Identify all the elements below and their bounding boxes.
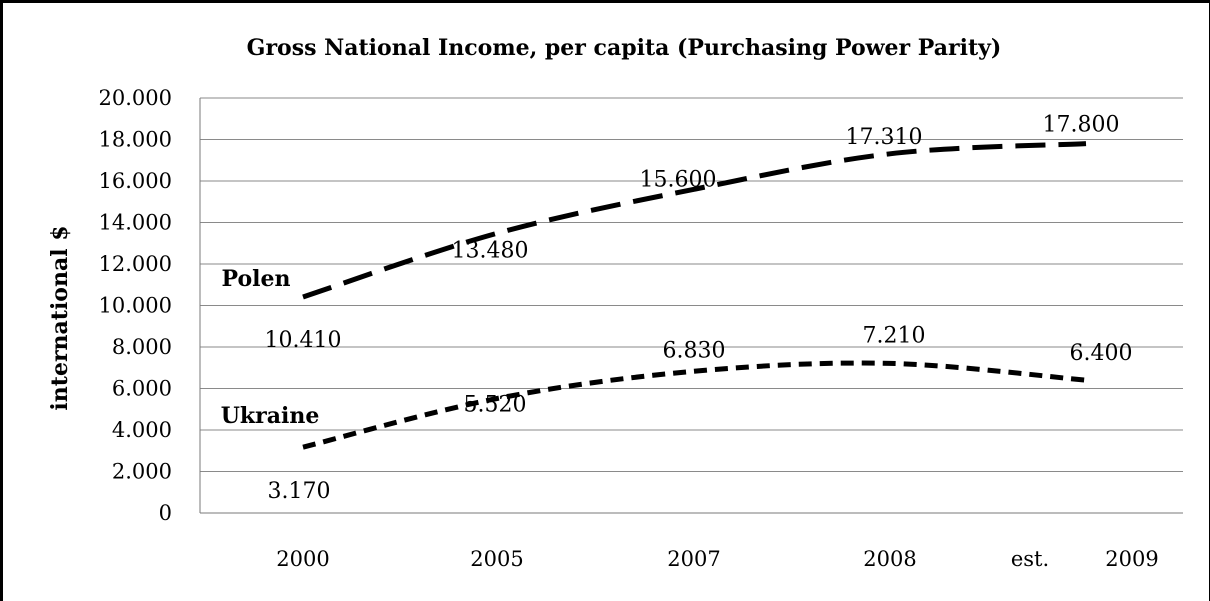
data-label: 6.830: [663, 338, 726, 363]
data-label: 13.480: [452, 238, 529, 263]
series-line-ukraine: [302, 360, 1087, 450]
axes: 0 2.000 4.000 6.000 8.000 10.000 12.000 14.000 1…: [99, 86, 1183, 571]
y-tick-label: 2.000: [112, 460, 172, 484]
x-tick-label: 2009: [1105, 547, 1158, 571]
y-tick-label: 20.000: [99, 86, 172, 110]
series-label: Polen: [222, 266, 291, 292]
x-tick-note: est.: [1011, 547, 1049, 571]
data-label: 17.310: [846, 125, 923, 150]
x-tick-label: 2000: [276, 547, 329, 571]
series-lines: [302, 141, 1087, 450]
y-tick-label: 12.000: [99, 252, 172, 276]
data-label: 7.210: [863, 323, 926, 348]
x-tick-label: 2008: [863, 547, 916, 571]
series-line-polen: [302, 141, 1087, 300]
data-label: 17.800: [1043, 113, 1120, 138]
data-labels: Polen 10.410 13.480 15.600 17.310 17.800 Ukrai…: [221, 113, 1133, 505]
y-tick-label: 18.000: [99, 128, 172, 152]
chart-title: Gross National Income, per capita (Purch…: [247, 35, 1002, 61]
y-tick-label: 10.000: [99, 294, 172, 318]
x-tick-label: 2007: [667, 547, 720, 571]
data-label: 3.170: [268, 479, 331, 504]
y-tick-label: 8.000: [112, 335, 172, 359]
y-tick-label: 14.000: [99, 211, 172, 235]
series-label: Ukraine: [221, 403, 320, 429]
y-tick-label: 16.000: [99, 169, 172, 193]
y-tick-label: 4.000: [112, 418, 172, 442]
data-label: 15.600: [640, 167, 717, 192]
gridlines: [200, 97, 1183, 472]
y-tick-label: 0: [159, 501, 172, 525]
data-label: 5.520: [464, 392, 527, 417]
x-tick-label: 2005: [470, 547, 523, 571]
data-label: 10.410: [265, 328, 342, 353]
y-tick-label: 6.000: [112, 377, 172, 401]
data-label: 6.400: [1070, 341, 1133, 366]
y-axis-label: international $: [47, 225, 73, 410]
